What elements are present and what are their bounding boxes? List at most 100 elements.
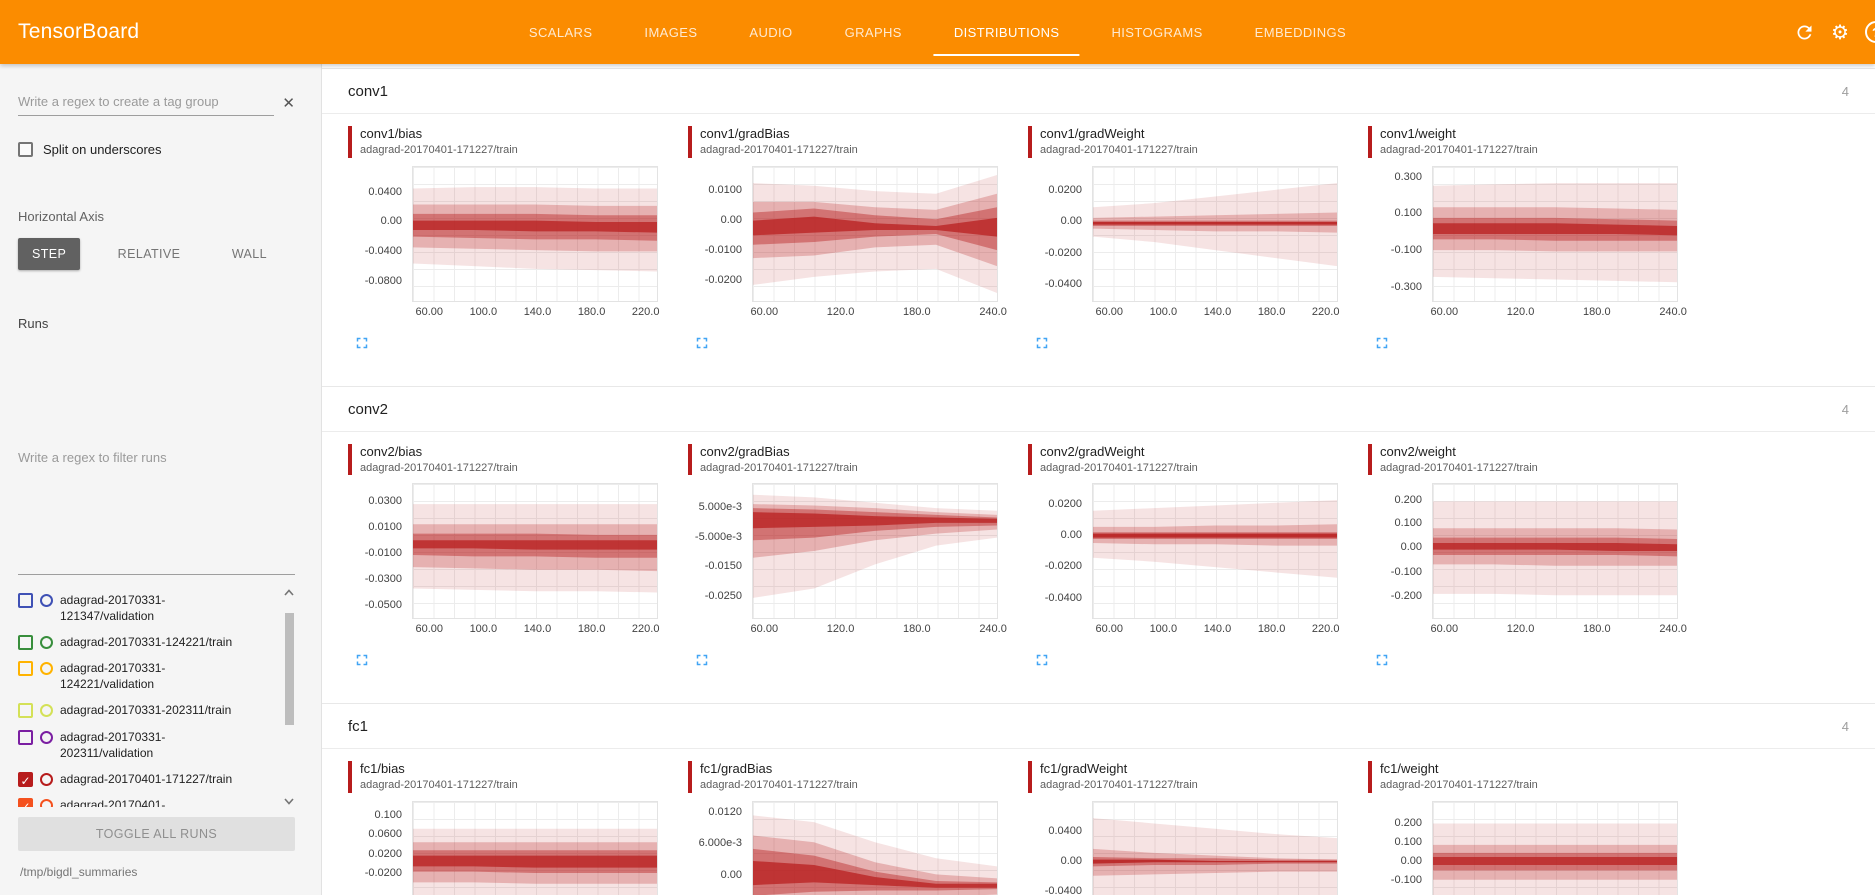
nav-tab-label: GRAPHS <box>844 24 902 40</box>
split-underscores-row[interactable]: Split on underscores <box>18 142 295 157</box>
distribution-plot[interactable] <box>752 165 998 302</box>
chart-title: fc1/gradWeight <box>1040 761 1128 777</box>
run-row[interactable]: adagrad-20170331-202311/train <box>18 697 280 723</box>
plot-row: 0.300 0.100 -0.100 -0.300 <box>1368 165 1690 302</box>
distribution-plot[interactable] <box>1092 801 1338 895</box>
nav-tab[interactable]: DISTRIBUTIONS <box>928 0 1086 64</box>
run-checkbox[interactable] <box>18 703 33 719</box>
run-checkbox[interactable] <box>18 729 33 745</box>
distribution-plot[interactable] <box>412 165 658 302</box>
fullscreen-icon <box>696 655 708 666</box>
nav-tab[interactable]: EMBEDDINGS <box>1229 0 1372 64</box>
scroll-up-icon[interactable] <box>284 588 294 596</box>
expand-chart-button[interactable] <box>1033 651 1051 669</box>
run-color-circle-icon[interactable] <box>40 704 53 718</box>
distribution-band <box>1433 223 1677 236</box>
run-color-circle-icon[interactable] <box>40 662 53 676</box>
run-color-circle-icon[interactable] <box>40 773 53 786</box>
fullscreen-icon <box>1036 337 1048 348</box>
chart-title: conv1/gradWeight <box>1040 126 1145 141</box>
plot-row: 0.0100 0.00 -0.0100 -0.0200 <box>688 165 1010 302</box>
distribution-band <box>1093 500 1337 579</box>
x-axis-labels: 60.00 120.0 180.0 240.0 <box>750 623 1007 639</box>
distribution-plot[interactable] <box>752 483 998 620</box>
run-checkbox[interactable] <box>18 634 33 650</box>
axis-relative-button[interactable]: RELATIVE <box>104 238 195 270</box>
y-tick-label: -0.0300 <box>364 572 402 585</box>
section-header[interactable]: conv1 4 <box>322 69 1875 114</box>
run-row[interactable]: adagrad-20170331-202311/validation <box>18 724 280 766</box>
run-color-circle-icon[interactable] <box>40 799 53 807</box>
section-header[interactable]: fc1 4 <box>322 704 1875 750</box>
axis-wall-button[interactable]: WALL <box>218 238 281 270</box>
y-tick-label: 0.300 <box>1394 170 1422 183</box>
axis-step-button[interactable]: STEP <box>18 238 81 270</box>
distribution-plot[interactable] <box>1092 165 1338 302</box>
run-checkbox[interactable]: ✓ <box>18 798 33 807</box>
sidebar: ✕ Split on underscores Horizontal Axis S… <box>0 64 322 895</box>
nav-tab[interactable]: GRAPHS <box>819 0 928 64</box>
runs-filter-input[interactable] <box>18 343 295 575</box>
distribution-plot[interactable] <box>412 801 658 895</box>
nav-tab[interactable]: SCALARS <box>503 0 619 64</box>
distribution-plot[interactable] <box>1092 483 1338 620</box>
x-tick-label: 240.0 <box>979 305 1007 318</box>
distribution-chart-card: conv2/bias adagrad-20170401-171227/train… <box>348 443 670 670</box>
plot-row: 0.0120 6.000e-3 0.00 <box>688 801 1010 895</box>
run-row[interactable]: ✓ adagrad-20170401-171227/train <box>18 766 280 792</box>
distribution-chart-card: conv1/bias adagrad-20170401-171227/train… <box>348 126 670 352</box>
distribution-plot[interactable] <box>752 801 998 895</box>
split-underscores-checkbox[interactable] <box>18 142 33 157</box>
x-tick-label: 180.0 <box>903 623 931 636</box>
scroll-down-icon[interactable] <box>284 798 294 805</box>
scrollbar-thumb[interactable] <box>285 612 294 725</box>
run-row[interactable]: adagrad-20170331-124221/train <box>18 629 280 655</box>
expand-chart-button[interactable] <box>1373 651 1391 669</box>
expand-chart-button[interactable] <box>353 334 371 352</box>
chart-header: conv2/weight adagrad-20170401-171227/tra… <box>1368 443 1690 476</box>
toggle-all-runs-button[interactable]: TOGGLE ALL RUNS <box>18 817 295 851</box>
y-tick-label: -0.0500 <box>364 598 402 611</box>
run-row[interactable]: adagrad-20170331-124221/validation <box>18 655 280 697</box>
gear-icon[interactable]: ⚙ <box>1831 20 1849 44</box>
nav-tab[interactable]: HISTOGRAMS <box>1085 0 1228 64</box>
run-checkbox[interactable] <box>18 661 33 677</box>
chart-run-label: adagrad-20170401-171227/train <box>700 461 858 474</box>
distribution-plot[interactable] <box>1432 165 1678 302</box>
nav-tab[interactable]: IMAGES <box>618 0 723 64</box>
distribution-plot[interactable] <box>412 483 658 620</box>
chart-title: conv1/weight <box>1380 126 1456 141</box>
run-checkbox[interactable] <box>18 592 33 608</box>
run-checkbox[interactable]: ✓ <box>18 772 33 788</box>
run-row[interactable]: ✓ adagrad-20170401-171227/validation <box>18 792 280 807</box>
expand-chart-button[interactable] <box>1033 334 1051 352</box>
fullscreen-icon <box>1036 655 1048 666</box>
run-color-circle-icon[interactable] <box>40 730 53 744</box>
charts-row: conv1/bias adagrad-20170401-171227/train… <box>322 114 1875 386</box>
run-row[interactable]: adagrad-20170331-121347/validation <box>18 587 280 629</box>
close-icon[interactable]: ✕ <box>282 94 295 112</box>
distribution-chart-card: fc1/weight adagrad-20170401-171227/train… <box>1368 761 1690 895</box>
tag-regex-input[interactable] <box>18 90 275 116</box>
chart-title: fc1/bias <box>360 761 405 777</box>
help-icon[interactable]: ? <box>1865 21 1875 43</box>
distribution-band <box>1093 849 1337 876</box>
distribution-plot[interactable] <box>1432 483 1678 620</box>
section-header[interactable]: conv2 4 <box>322 387 1875 432</box>
distribution-plot[interactable] <box>1432 801 1678 895</box>
runs-scrollbar[interactable] <box>283 588 295 806</box>
expand-chart-button[interactable] <box>693 334 711 352</box>
plot-row: 0.200 0.100 0.00 -0.100 -0.200 <box>1368 483 1690 620</box>
nav-tab[interactable]: AUDIO <box>723 0 818 64</box>
expand-chart-button[interactable] <box>1373 334 1391 352</box>
run-color-circle-icon[interactable] <box>40 635 53 649</box>
charts-row: conv2/bias adagrad-20170401-171227/train… <box>322 432 1875 704</box>
y-tick-label: 0.00 <box>1400 855 1422 868</box>
refresh-icon[interactable] <box>1794 22 1815 43</box>
x-tick-label: 60.00 <box>750 623 779 636</box>
y-axis-labels: 0.0200 0.00 -0.0200 -0.0400 <box>1028 483 1092 619</box>
distribution-chart-card: conv1/gradBias adagrad-20170401-171227/t… <box>688 126 1010 352</box>
expand-chart-button[interactable] <box>353 651 371 669</box>
expand-chart-button[interactable] <box>693 651 711 669</box>
run-color-circle-icon[interactable] <box>40 593 53 607</box>
